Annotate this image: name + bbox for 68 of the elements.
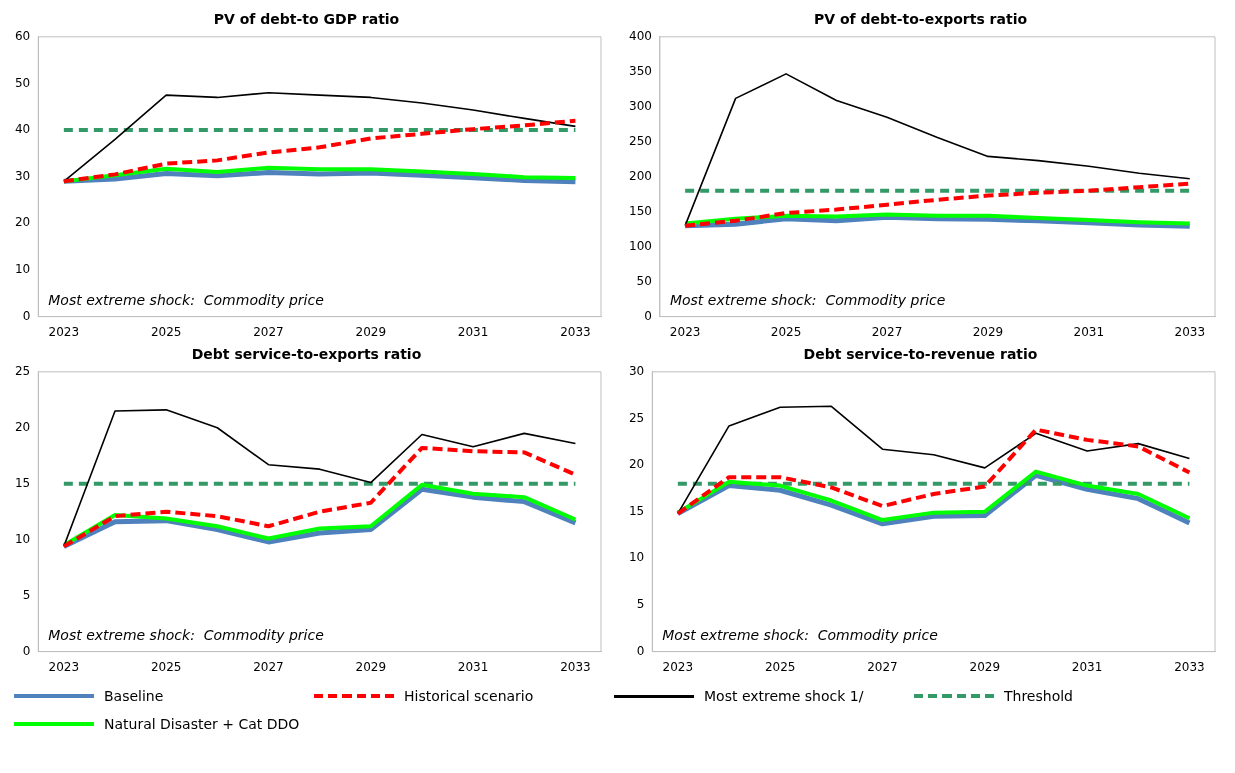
y-tick-label: 400 <box>629 28 652 43</box>
y-tick-label: 15 <box>14 475 31 490</box>
y-tick-label: 20 <box>14 419 31 434</box>
annotation: Most extreme shock: Commodity price <box>48 292 324 309</box>
line-series <box>61 118 578 184</box>
y-tick-label: 0 <box>22 308 31 323</box>
x-tick-label: 2027 <box>253 659 284 674</box>
y-tick-label: 5 <box>636 597 645 612</box>
annotation: Most extreme shock: Commodity price <box>48 627 324 644</box>
y-tick-label: 30 <box>628 363 645 378</box>
y-tick-label: 0 <box>644 308 652 323</box>
legend-label: Historical scenario <box>404 688 534 704</box>
y-tick-label: 25 <box>628 410 645 425</box>
x-tick-label: 2027 <box>253 324 284 339</box>
legend-label: Baseline <box>104 688 164 704</box>
x-tick-label: 2025 <box>764 659 796 674</box>
x-tick-label: 2025 <box>150 324 182 339</box>
x-tick-label: 2031 <box>457 659 489 674</box>
y-tick-label: 200 <box>629 168 652 183</box>
y-tick-label: 20 <box>14 215 31 230</box>
y-tick-label: 10 <box>14 262 31 277</box>
x-tick-label: 2029 <box>969 659 1001 674</box>
x-tick-label: 2033 <box>1174 659 1205 674</box>
x-tick-label: 2023 <box>48 659 80 674</box>
x-tick-label: 2023 <box>48 324 80 339</box>
y-tick-label: 10 <box>14 531 31 546</box>
annotation: Most extreme shock: Commodity price <box>669 292 946 309</box>
x-tick-label: 2027 <box>871 324 903 339</box>
y-tick-label: 350 <box>629 63 652 78</box>
y-tick-label: 60 <box>14 28 31 43</box>
x-tick-label: 2023 <box>662 659 694 674</box>
x-tick-label: 2033 <box>1174 324 1206 339</box>
y-tick-label: 150 <box>629 203 652 218</box>
y-tick-label: 100 <box>629 238 652 253</box>
legend-label: Natural Disaster + Cat DDO <box>104 716 300 732</box>
legend-label: Most extreme shock 1/ <box>704 688 864 704</box>
chart-title: PV of debt-to GDP ratio <box>213 11 400 28</box>
y-tick-label: 15 <box>628 503 645 518</box>
x-tick-label: 2029 <box>355 324 387 339</box>
y-tick-label: 50 <box>636 273 652 288</box>
x-tick-label: 2025 <box>770 324 802 339</box>
chart-title: Debt service-to-exports ratio <box>191 346 422 363</box>
x-tick-label: 2029 <box>972 324 1004 339</box>
legend-label: Threshold <box>1004 688 1073 704</box>
x-tick-label: 2029 <box>355 659 387 674</box>
y-tick-label: 50 <box>14 75 31 90</box>
y-tick-label: 0 <box>22 643 31 658</box>
line-series <box>675 427 1192 516</box>
y-tick-label: 20 <box>628 457 645 472</box>
annotation: Most extreme shock: Commodity price <box>662 627 938 644</box>
chart-title: Debt service-to-revenue ratio <box>803 346 1038 363</box>
y-tick-label: 5 <box>22 587 31 602</box>
y-tick-label: 250 <box>629 133 652 148</box>
x-tick-label: 2033 <box>560 659 591 674</box>
x-tick-label: 2033 <box>560 324 591 339</box>
x-tick-label: 2027 <box>867 659 898 674</box>
y-tick-label: 300 <box>629 98 652 113</box>
x-tick-label: 2031 <box>457 324 489 339</box>
y-tick-label: 0 <box>636 643 645 658</box>
chart-title: PV of debt-to-exports ratio <box>813 11 1028 28</box>
y-tick-label: 10 <box>628 550 645 565</box>
y-tick-label: 30 <box>14 168 31 183</box>
y-tick-label: 25 <box>14 363 31 378</box>
y-tick-label: 40 <box>14 122 31 137</box>
x-tick-label: 2023 <box>669 324 701 339</box>
x-tick-label: 2025 <box>150 659 182 674</box>
x-tick-label: 2031 <box>1073 324 1105 339</box>
x-tick-label: 2031 <box>1071 659 1103 674</box>
